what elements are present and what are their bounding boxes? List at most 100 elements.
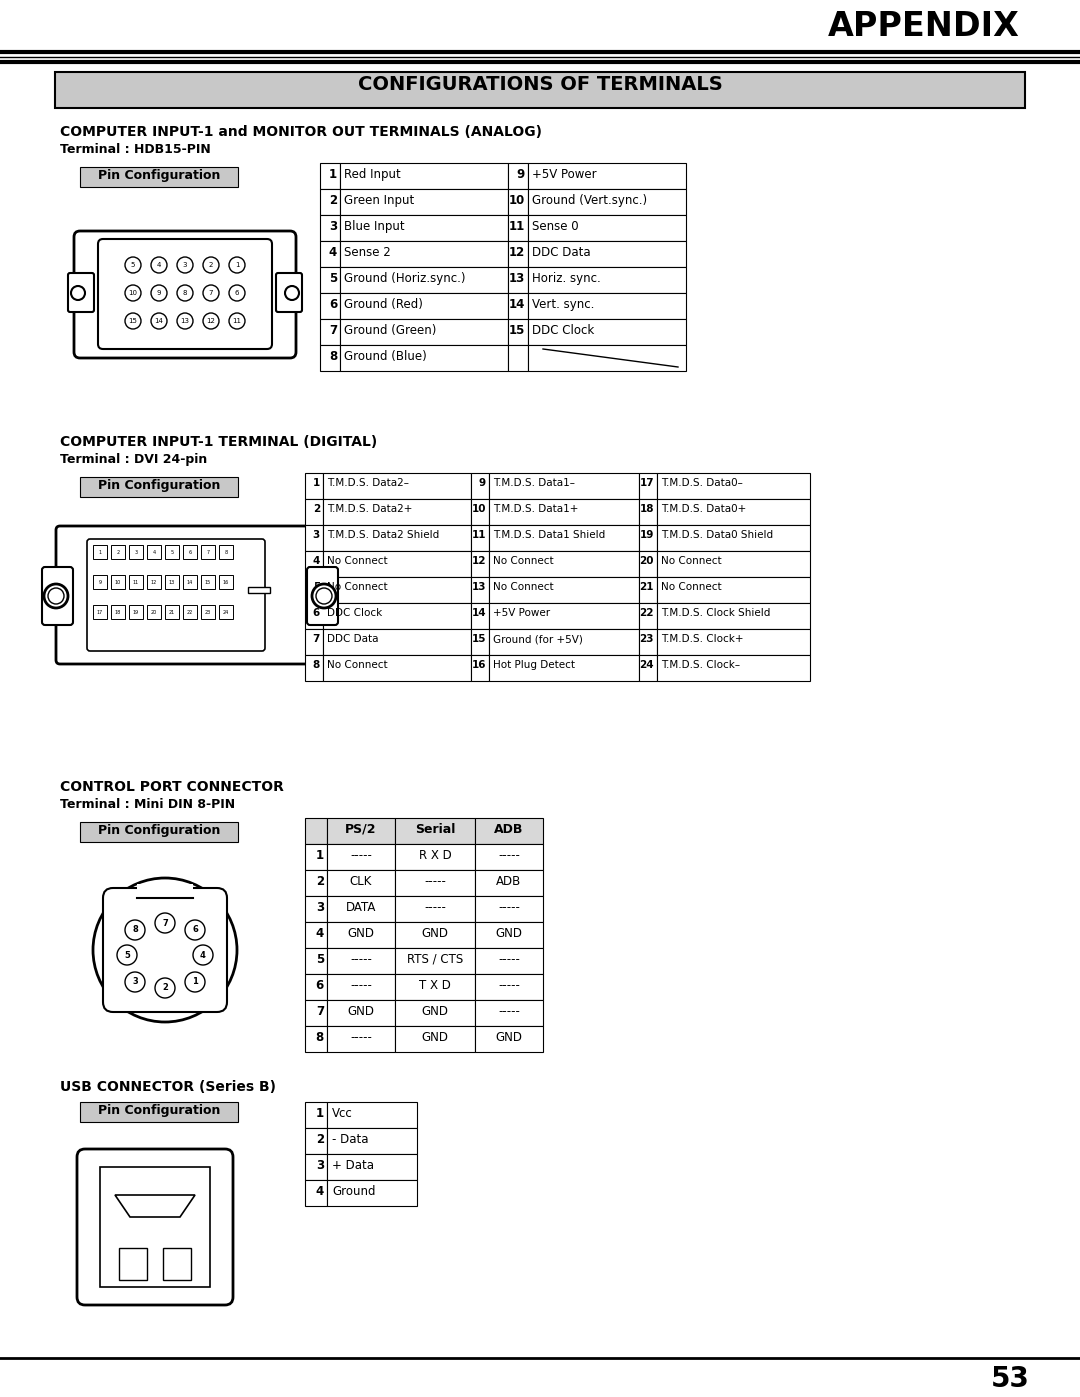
Text: CONTROL PORT CONNECTOR: CONTROL PORT CONNECTOR (60, 780, 284, 793)
Bar (305, 604, 323, 629)
Bar (639, 525, 657, 550)
Text: CLK: CLK (350, 875, 373, 888)
Bar (508, 319, 528, 345)
Bar (395, 949, 475, 974)
Text: Serial: Serial (415, 823, 455, 835)
Circle shape (312, 584, 336, 608)
Text: DDC Clock: DDC Clock (532, 324, 594, 337)
Circle shape (71, 286, 85, 300)
Text: DDC Data: DDC Data (327, 634, 378, 644)
FancyBboxPatch shape (75, 231, 296, 358)
Bar (323, 525, 471, 550)
Bar (147, 545, 161, 559)
Text: 15: 15 (472, 634, 486, 644)
Text: 4: 4 (152, 549, 156, 555)
Text: Blue Input: Blue Input (345, 219, 405, 233)
Bar (323, 629, 471, 655)
Polygon shape (114, 1194, 195, 1217)
Bar (639, 604, 657, 629)
Text: 8: 8 (183, 291, 187, 296)
Bar (657, 655, 810, 680)
Text: 4: 4 (315, 1185, 324, 1199)
Text: 10: 10 (509, 194, 525, 207)
Text: 16: 16 (472, 659, 486, 671)
Bar (305, 895, 327, 922)
Bar (323, 577, 471, 604)
Bar (80, 1102, 238, 1122)
Text: DATA: DATA (346, 901, 376, 914)
Bar (323, 604, 471, 629)
Text: T.M.D.S. Data0 Shield: T.M.D.S. Data0 Shield (661, 529, 773, 541)
Circle shape (151, 285, 167, 300)
Bar (327, 974, 395, 1000)
Circle shape (156, 978, 175, 997)
Text: Ground (Vert.sync.): Ground (Vert.sync.) (532, 194, 647, 207)
Text: 7: 7 (329, 324, 337, 337)
Bar (119, 1248, 147, 1280)
Bar (639, 474, 657, 499)
Bar (528, 319, 686, 345)
Circle shape (151, 313, 167, 330)
Text: Vert. sync.: Vert. sync. (532, 298, 594, 312)
Text: 5: 5 (315, 953, 324, 965)
Circle shape (48, 588, 64, 604)
Bar (489, 499, 639, 525)
Text: Vcc: Vcc (332, 1106, 353, 1120)
Text: Hot Plug Detect: Hot Plug Detect (492, 659, 575, 671)
Circle shape (185, 972, 205, 992)
Bar (305, 474, 323, 499)
Bar (657, 629, 810, 655)
Bar (320, 189, 340, 215)
FancyBboxPatch shape (42, 567, 73, 624)
Bar (475, 974, 543, 1000)
FancyBboxPatch shape (98, 239, 272, 349)
Text: -----: ----- (498, 1004, 519, 1018)
Text: 13: 13 (180, 319, 189, 324)
Bar (129, 576, 143, 590)
Bar (471, 629, 489, 655)
Text: GND: GND (348, 1004, 375, 1018)
Text: 5: 5 (131, 263, 135, 268)
Text: USB CONNECTOR (Series B): USB CONNECTOR (Series B) (60, 1080, 276, 1094)
Text: 11: 11 (472, 529, 486, 541)
Text: + Data: + Data (332, 1160, 374, 1172)
Bar (395, 922, 475, 949)
Bar (111, 576, 125, 590)
Circle shape (229, 313, 245, 330)
FancyBboxPatch shape (87, 539, 265, 651)
Text: 14: 14 (471, 608, 486, 617)
Bar (475, 895, 543, 922)
Text: Pin Configuration: Pin Configuration (98, 169, 220, 182)
Bar (327, 895, 395, 922)
Circle shape (177, 257, 193, 272)
Bar (471, 550, 489, 577)
Bar (528, 215, 686, 242)
Bar (475, 1025, 543, 1052)
Bar (327, 1025, 395, 1052)
Bar (508, 242, 528, 267)
Text: 8: 8 (315, 1031, 324, 1044)
Bar (320, 319, 340, 345)
Bar (327, 844, 395, 870)
Text: 6: 6 (188, 549, 191, 555)
Bar (639, 499, 657, 525)
Text: -----: ----- (424, 901, 446, 914)
Text: -----: ----- (350, 953, 372, 965)
Bar (395, 895, 475, 922)
Text: Pin Configuration: Pin Configuration (98, 824, 220, 837)
Bar (657, 474, 810, 499)
Bar (528, 293, 686, 319)
Text: 9: 9 (98, 580, 102, 584)
Bar (305, 949, 327, 974)
Text: Red Input: Red Input (345, 168, 401, 182)
Text: No Connect: No Connect (492, 583, 554, 592)
Text: Green Input: Green Input (345, 194, 415, 207)
Circle shape (229, 257, 245, 272)
Circle shape (125, 257, 141, 272)
Text: No Connect: No Connect (327, 659, 388, 671)
Bar (305, 525, 323, 550)
Circle shape (156, 914, 175, 933)
Bar (395, 1000, 475, 1025)
FancyBboxPatch shape (276, 272, 302, 312)
Text: 1: 1 (313, 478, 320, 488)
